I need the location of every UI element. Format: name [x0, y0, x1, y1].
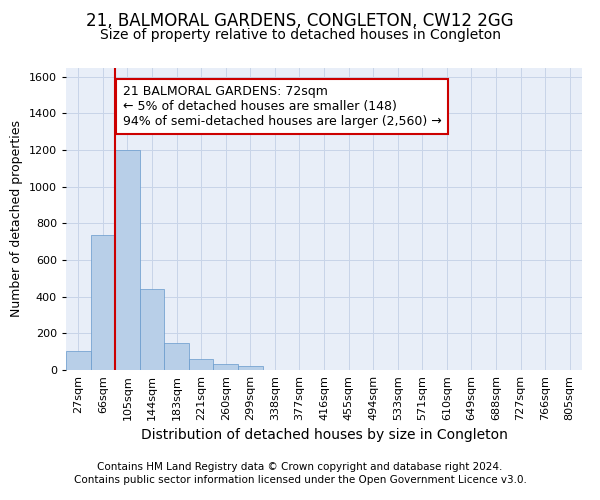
Text: 21, BALMORAL GARDENS, CONGLETON, CW12 2GG: 21, BALMORAL GARDENS, CONGLETON, CW12 2G… [86, 12, 514, 30]
Bar [238, 366, 263, 370]
Text: Contains HM Land Registry data © Crown copyright and database right 2024.: Contains HM Land Registry data © Crown c… [97, 462, 503, 472]
Bar [91, 236, 115, 370]
Bar [214, 364, 238, 370]
Y-axis label: Number of detached properties: Number of detached properties [10, 120, 23, 318]
Text: 21 BALMORAL GARDENS: 72sqm
← 5% of detached houses are smaller (148)
94% of semi: 21 BALMORAL GARDENS: 72sqm ← 5% of detac… [122, 85, 441, 128]
Text: Contains public sector information licensed under the Open Government Licence v3: Contains public sector information licen… [74, 475, 526, 485]
Bar [140, 290, 164, 370]
X-axis label: Distribution of detached houses by size in Congleton: Distribution of detached houses by size … [140, 428, 508, 442]
Text: Size of property relative to detached houses in Congleton: Size of property relative to detached ho… [100, 28, 500, 42]
Bar [164, 344, 189, 370]
Bar [115, 150, 140, 370]
Bar [189, 359, 214, 370]
Bar [66, 351, 91, 370]
